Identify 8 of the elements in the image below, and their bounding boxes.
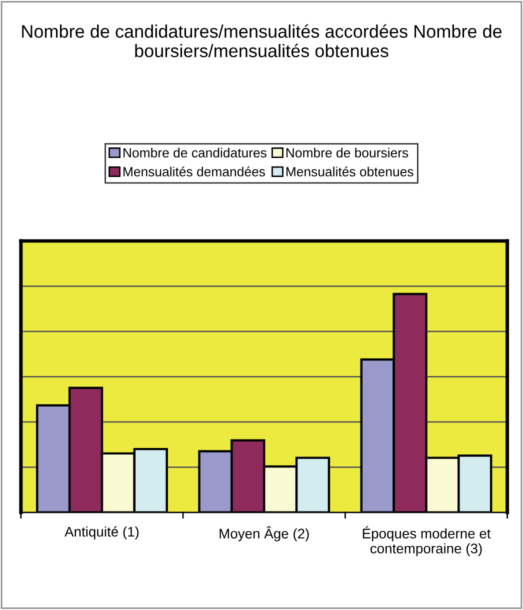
x-tick-label: Époques moderne et contemporaine (3) — [362, 526, 491, 556]
legend-label: Nombre de boursiers — [286, 148, 408, 158]
legend-label: Mensualités demandées — [124, 166, 265, 176]
legend-label: Nombre de candidatures — [124, 148, 266, 158]
x-tick-label: Moyen Âge (2) — [220, 526, 309, 542]
x-tick-label: Antiquité (1) — [64, 526, 139, 540]
chart-title: Nombre de candidatures/mensualités accordées Nombre de boursiers/mensualités obtenues — [22, 24, 502, 58]
legend-label: Mensualités obtenues — [286, 166, 414, 176]
